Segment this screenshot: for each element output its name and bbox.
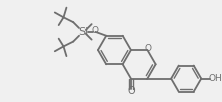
Text: O: O xyxy=(91,26,98,35)
Text: O: O xyxy=(145,44,152,53)
Text: O: O xyxy=(127,86,135,96)
Text: OH: OH xyxy=(209,74,222,83)
Text: Si: Si xyxy=(78,27,88,37)
